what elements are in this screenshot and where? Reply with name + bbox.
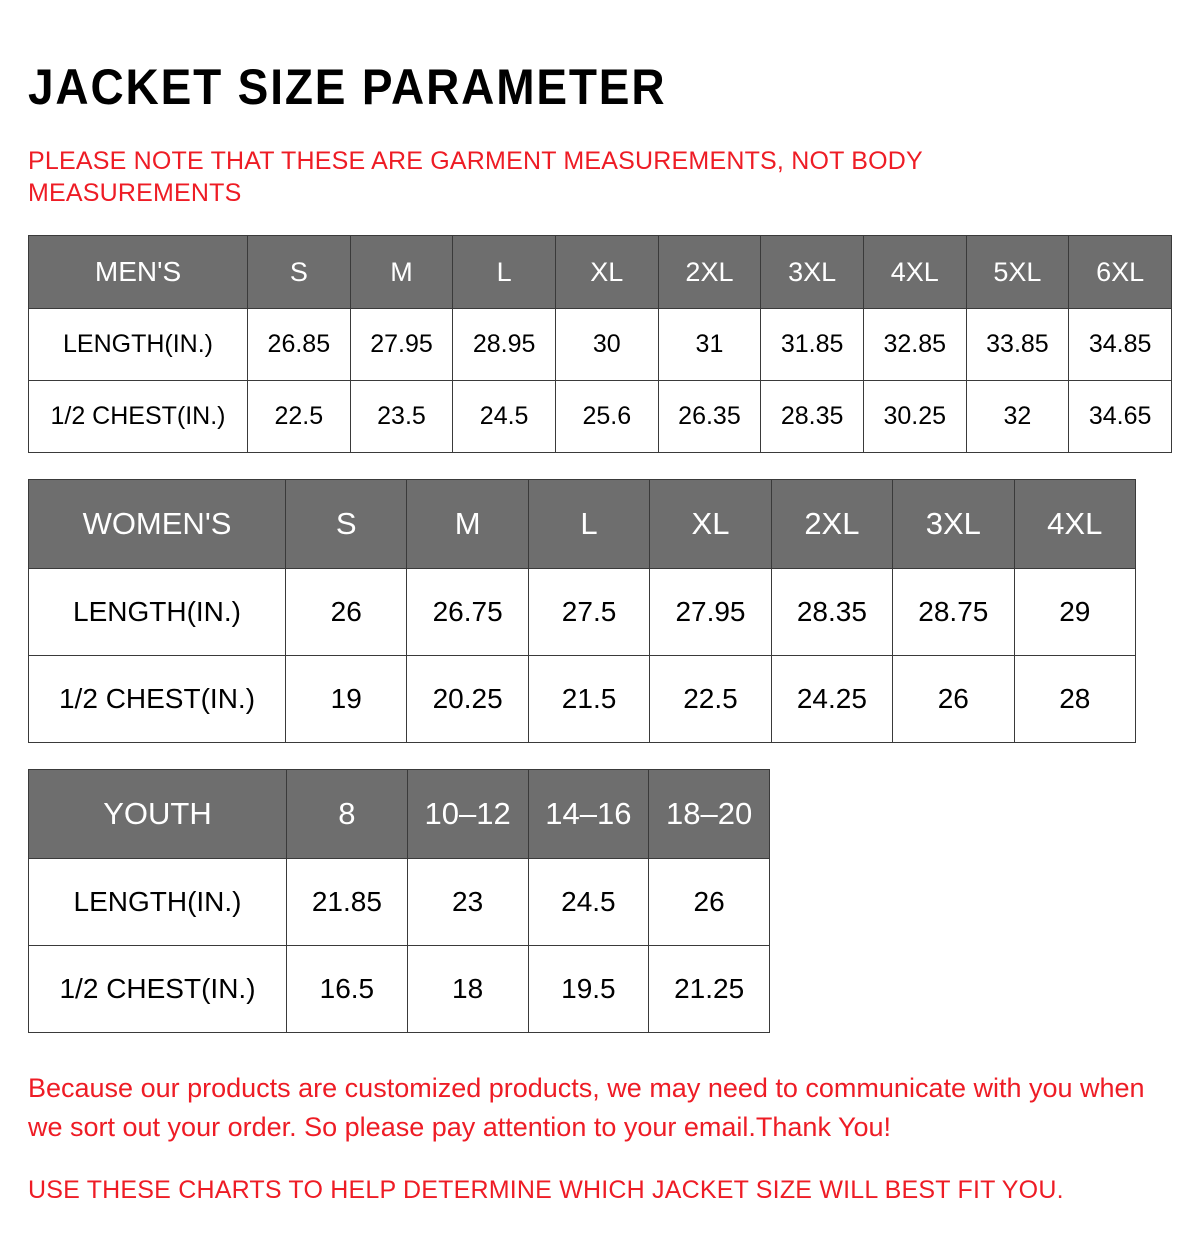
womens-length-4xl: 29: [1013, 568, 1137, 656]
womens-size-header-3xl: 3XL: [892, 479, 1015, 569]
womens-chest-l: 21.5: [527, 655, 651, 743]
mens-chest-l: 24.5: [452, 380, 556, 453]
mens-length-s: 26.85: [247, 308, 351, 381]
mens-size-header-4xl: 4XL: [862, 235, 967, 309]
mens-group-label: MEN'S: [28, 235, 248, 309]
youth-length-14-16: 24.5: [527, 858, 650, 946]
size-chart-page: JACKET SIZE PARAMETER PLEASE NOTE THAT T…: [0, 34, 1200, 1234]
womens-size-header-s: S: [284, 479, 408, 569]
youth-table-header: YOUTH 8 10–12 14–16 18–20: [28, 769, 770, 859]
womens-length-s: 26: [284, 568, 408, 656]
table-header-row: WOMEN'S S M L XL 2XL 3XL 4XL: [28, 479, 1137, 569]
mens-size-table: MEN'S S M L XL 2XL 3XL 4XL 5XL 6XL LENGT…: [28, 235, 1172, 453]
mens-chest-label: 1/2 CHEST(IN.): [28, 380, 248, 453]
womens-chest-label: 1/2 CHEST(IN.): [28, 655, 286, 743]
youth-chest-10-12: 18: [406, 945, 529, 1033]
womens-size-header-l: L: [527, 479, 651, 569]
mens-chest-s: 22.5: [247, 380, 351, 453]
measurement-disclaimer: PLEASE NOTE THAT THESE ARE GARMENT MEASU…: [28, 147, 923, 207]
table-row: LENGTH(IN.) 21.85 23 24.5 26: [28, 858, 770, 946]
womens-group-label: WOMEN'S: [28, 479, 286, 569]
mens-length-6xl: 34.85: [1068, 308, 1172, 381]
womens-chest-xl: 22.5: [649, 655, 772, 743]
womens-length-label: LENGTH(IN.): [28, 568, 286, 656]
mens-chest-2xl: 26.35: [657, 380, 762, 453]
womens-table-header: WOMEN'S S M L XL 2XL 3XL 4XL: [28, 479, 1137, 569]
footer: Because our products are customized prod…: [28, 1069, 1172, 1207]
youth-size-header-8: 8: [286, 769, 408, 859]
womens-chest-3xl: 26: [892, 655, 1015, 743]
mens-size-header-m: M: [349, 235, 454, 309]
womens-length-l: 27.5: [527, 568, 651, 656]
mens-length-2xl: 31: [657, 308, 762, 381]
youth-chest-label: 1/2 CHEST(IN.): [28, 945, 287, 1033]
mens-length-xl: 30: [554, 308, 659, 381]
mens-chest-6xl: 34.65: [1068, 380, 1172, 453]
table-header-row: MEN'S S M L XL 2XL 3XL 4XL 5XL 6XL: [28, 235, 1172, 309]
mens-size-header-l: L: [452, 235, 556, 309]
youth-group-label: YOUTH: [28, 769, 287, 859]
table-row: 1/2 CHEST(IN.) 16.5 18 19.5 21.25: [28, 945, 770, 1033]
womens-size-table: WOMEN'S S M L XL 2XL 3XL 4XL LENGTH(IN.)…: [28, 479, 1137, 743]
customization-note: Because our products are customized prod…: [28, 1073, 1145, 1143]
youth-size-header-18-20: 18–20: [648, 769, 770, 859]
youth-size-table: YOUTH 8 10–12 14–16 18–20 LENGTH(IN.) 21…: [28, 769, 770, 1033]
womens-length-3xl: 28.75: [892, 568, 1015, 656]
mens-length-5xl: 33.85: [965, 308, 1070, 381]
mens-size-header-s: S: [247, 235, 351, 309]
mens-chest-xl: 25.6: [554, 380, 659, 453]
womens-length-2xl: 28.35: [770, 568, 894, 656]
youth-length-18-20: 26: [648, 858, 770, 946]
youth-table-body: LENGTH(IN.) 21.85 23 24.5 26 1/2 CHEST(I…: [28, 858, 770, 1033]
table-row: LENGTH(IN.) 26.85 27.95 28.95 30 31 31.8…: [28, 308, 1172, 381]
womens-size-header-m: M: [406, 479, 529, 569]
mens-table-body: LENGTH(IN.) 26.85 27.95 28.95 30 31 31.8…: [28, 308, 1172, 453]
womens-chest-s: 19: [284, 655, 408, 743]
youth-chest-18-20: 21.25: [648, 945, 770, 1033]
mens-size-header-5xl: 5XL: [965, 235, 1070, 309]
youth-length-10-12: 23: [406, 858, 529, 946]
mens-length-label: LENGTH(IN.): [28, 308, 248, 381]
table-row: LENGTH(IN.) 26 26.75 27.5 27.95 28.35 28…: [28, 568, 1137, 656]
mens-length-4xl: 32.85: [862, 308, 967, 381]
womens-chest-4xl: 28: [1013, 655, 1137, 743]
mens-size-header-3xl: 3XL: [760, 235, 864, 309]
womens-size-header-2xl: 2XL: [770, 479, 894, 569]
mens-table-header: MEN'S S M L XL 2XL 3XL 4XL 5XL 6XL: [28, 235, 1172, 309]
mens-length-3xl: 31.85: [760, 308, 864, 381]
mens-chest-4xl: 30.25: [862, 380, 967, 453]
youth-chest-8: 16.5: [286, 945, 408, 1033]
womens-length-xl: 27.95: [649, 568, 772, 656]
page-title: JACKET SIZE PARAMETER: [28, 58, 667, 115]
table-row: 1/2 CHEST(IN.) 22.5 23.5 24.5 25.6 26.35…: [28, 380, 1172, 453]
mens-chest-5xl: 32: [965, 380, 1070, 453]
womens-size-header-4xl: 4XL: [1013, 479, 1137, 569]
womens-table-body: LENGTH(IN.) 26 26.75 27.5 27.95 28.35 28…: [28, 568, 1137, 743]
womens-chest-m: 20.25: [406, 655, 529, 743]
mens-length-m: 27.95: [349, 308, 454, 381]
chart-usage-note: USE THESE CHARTS TO HELP DETERMINE WHICH…: [28, 1176, 1064, 1205]
mens-chest-m: 23.5: [349, 380, 454, 453]
table-row: 1/2 CHEST(IN.) 19 20.25 21.5 22.5 24.25 …: [28, 655, 1137, 743]
mens-length-l: 28.95: [452, 308, 556, 381]
youth-length-label: LENGTH(IN.): [28, 858, 287, 946]
youth-chest-14-16: 19.5: [527, 945, 650, 1033]
youth-length-8: 21.85: [286, 858, 408, 946]
mens-size-header-2xl: 2XL: [657, 235, 762, 309]
womens-chest-2xl: 24.25: [770, 655, 894, 743]
mens-chest-3xl: 28.35: [760, 380, 864, 453]
womens-size-header-xl: XL: [649, 479, 772, 569]
mens-size-header-6xl: 6XL: [1068, 235, 1172, 309]
mens-size-header-xl: XL: [554, 235, 659, 309]
table-header-row: YOUTH 8 10–12 14–16 18–20: [28, 769, 770, 859]
youth-size-header-10-12: 10–12: [406, 769, 529, 859]
womens-length-m: 26.75: [406, 568, 529, 656]
youth-size-header-14-16: 14–16: [527, 769, 650, 859]
